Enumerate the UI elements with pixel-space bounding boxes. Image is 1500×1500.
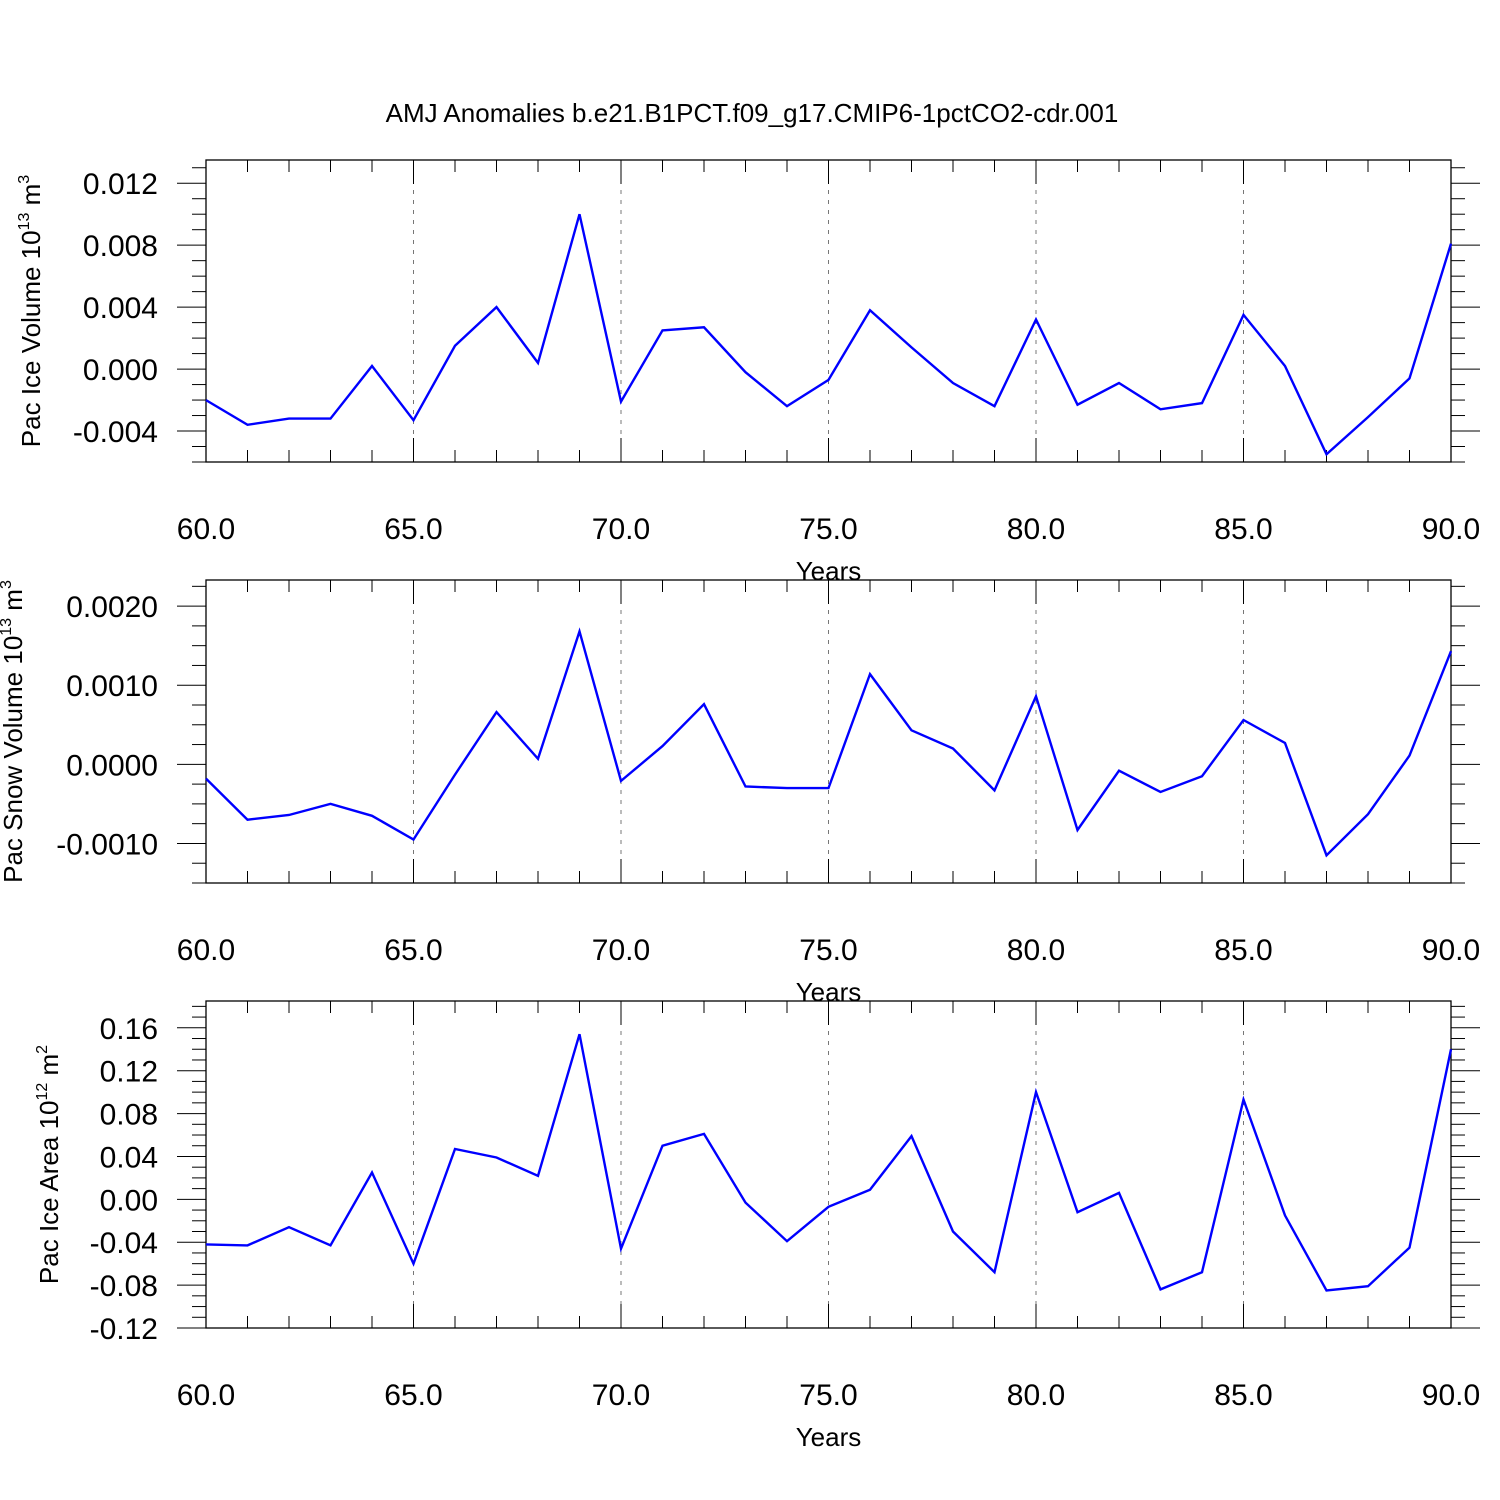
vertical-grid <box>413 160 1244 462</box>
x-tick-label: 90.0 <box>1422 513 1480 546</box>
y-tick-label: 0.12 <box>100 1056 158 1089</box>
plot-frame <box>205 159 1452 463</box>
series-line <box>205 1033 1453 1292</box>
y-tick-label: 0.004 <box>83 292 158 325</box>
chart-title: AMJ Anomalies b.e21.B1PCT.f09_g17.CMIP6-… <box>386 98 1119 128</box>
x-tick-label: 80.0 <box>1007 934 1065 967</box>
y-tick-label: 0.08 <box>100 1099 158 1132</box>
x-tick-label: 80.0 <box>1007 1379 1065 1412</box>
y-tick-label: -0.0010 <box>56 828 158 861</box>
x-tick-label: 65.0 <box>384 934 442 967</box>
x-tick-label: 70.0 <box>592 934 650 967</box>
minor-ticks <box>192 1001 1465 1328</box>
x-tick-label: 75.0 <box>799 513 857 546</box>
panel-ice-area: 0.16 0.12 0.08 0.04 0.00 -0.04 -0.08 -0.12 60.0… <box>34 1000 1480 1452</box>
y-tick-label: 0.008 <box>83 230 158 263</box>
y-tick-label: 0.0000 <box>66 749 158 782</box>
minor-ticks <box>192 160 1465 463</box>
x-tick-label: 60.0 <box>177 934 235 967</box>
y-tick-label: 0.04 <box>100 1141 158 1174</box>
y-tick-label: -0.08 <box>90 1270 158 1303</box>
plot-frame <box>205 579 1452 884</box>
series-line <box>205 627 1453 858</box>
x-tick-label: 85.0 <box>1214 513 1272 546</box>
x-tick-label: 80.0 <box>1007 513 1065 546</box>
x-tick-label: 85.0 <box>1214 934 1272 967</box>
plot-frame <box>205 1000 1452 1329</box>
y-tick-labels: 0.0020 0.0010 0.0000 -0.0010 <box>56 591 158 861</box>
x-tick-label: 70.0 <box>592 513 650 546</box>
y-axis-label: Pac Snow Volume 1013 m3 <box>0 580 28 883</box>
x-tick-label: 60.0 <box>177 1379 235 1412</box>
y-tick-label: 0.0020 <box>66 591 158 624</box>
x-tick-label: 65.0 <box>384 1379 442 1412</box>
x-tick-label: 90.0 <box>1422 934 1480 967</box>
vertical-grid <box>413 580 1244 883</box>
panel-snow-volume: 0.0020 0.0010 0.0000 -0.0010 60.0 65.0 70.0 75… <box>0 579 1480 1007</box>
y-tick-label: -0.004 <box>73 416 158 449</box>
y-tick-label: -0.12 <box>90 1313 158 1346</box>
x-tick-label: 60.0 <box>177 513 235 546</box>
y-tick-label: 0.012 <box>83 168 158 201</box>
x-tick-labels: 60.0 65.0 70.0 75.0 80.0 85.0 90.0 <box>177 1379 1480 1412</box>
y-tick-label: -0.04 <box>90 1227 158 1260</box>
minor-ticks <box>192 580 1465 884</box>
vertical-grid <box>413 1001 1244 1328</box>
major-ticks <box>177 1001 1480 1329</box>
y-tick-label: 0.000 <box>83 354 158 387</box>
x-axis-label: Years <box>796 1422 862 1452</box>
x-tick-label: 85.0 <box>1214 1379 1272 1412</box>
y-axis-label: Pac Ice Volume 1013 m3 <box>16 175 46 448</box>
x-tick-labels: 60.0 65.0 70.0 75.0 80.0 85.0 90.0 <box>177 934 1480 967</box>
panel-ice-volume: 0.012 0.008 0.004 0.000 -0.004 60.0 65.0 70.0 7… <box>16 159 1480 586</box>
y-tick-label: 0.16 <box>100 1013 158 1046</box>
x-tick-label: 75.0 <box>799 1379 857 1412</box>
series-line <box>205 213 1453 457</box>
x-tick-label: 75.0 <box>799 934 857 967</box>
y-tick-labels: 0.012 0.008 0.004 0.000 -0.004 <box>73 168 158 449</box>
y-tick-label: 0.0010 <box>66 670 158 703</box>
y-tick-label: 0.00 <box>100 1184 158 1217</box>
x-tick-label: 90.0 <box>1422 1379 1480 1412</box>
x-tick-label: 70.0 <box>592 1379 650 1412</box>
y-axis-label: Pac Ice Area 1012 m2 <box>34 1045 64 1284</box>
y-tick-labels: 0.16 0.12 0.08 0.04 0.00 -0.04 -0.08 -0.12 <box>90 1013 158 1346</box>
x-tick-label: 65.0 <box>384 513 442 546</box>
x-tick-labels: 60.0 65.0 70.0 75.0 80.0 85.0 90.0 <box>177 513 1480 546</box>
